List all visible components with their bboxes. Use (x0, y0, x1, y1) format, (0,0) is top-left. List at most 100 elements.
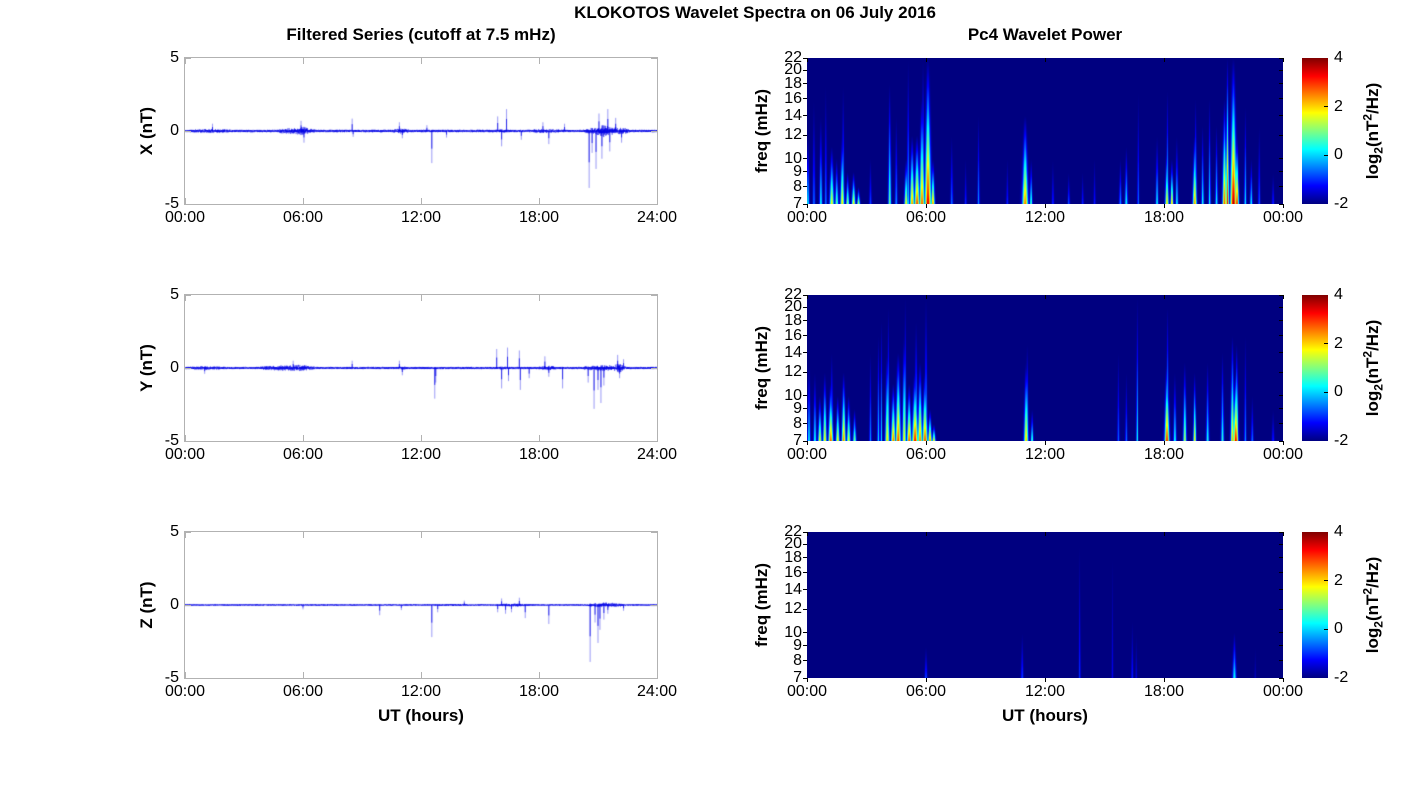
freq-tickmark (803, 531, 807, 533)
x-tick-label: 18:00 (1143, 446, 1185, 463)
timeseries-canvas-ts-y (185, 295, 657, 441)
colorbar-tick-label: -2 (1334, 669, 1349, 686)
freq-tickmark-right (1279, 408, 1283, 410)
freq-tickmark (803, 440, 807, 442)
x-tick-label: 12:00 (400, 683, 442, 700)
x-tickmark-top (1163, 295, 1165, 299)
colorbar-label-part: 2 (1360, 350, 1375, 358)
spectrogram-canvas-spec-z (807, 532, 1283, 678)
freq-axis-label-spec-y: freq (mHz) (752, 325, 771, 411)
freq-tickmark (803, 83, 807, 85)
x-tickmark-top (1282, 532, 1284, 536)
freq-tickmark-right (1279, 203, 1283, 205)
freq-tickmark-right (1279, 543, 1283, 545)
y-tickmark (185, 367, 191, 369)
freq-tick-label: 8 (793, 651, 802, 669)
x-tick-label: 00:00 (786, 209, 828, 226)
colorbar-tick-label: 2 (1334, 571, 1343, 589)
colorbar-tick-label: -2 (1334, 195, 1349, 212)
freq-tickmark-right (1279, 171, 1283, 173)
freq-tick-label: 14 (784, 580, 802, 598)
colorbar-label-part: 2 (1371, 621, 1386, 628)
freq-tickmark-right (1279, 371, 1283, 373)
colorbar-label-part: 2 (1360, 113, 1375, 121)
freq-tickmark (803, 608, 807, 610)
x-tick-label: 18:00 (518, 683, 560, 700)
x-tickmark (1282, 678, 1284, 682)
x-tickmark-top (925, 58, 927, 62)
freq-tickmark (803, 158, 807, 160)
x-tickmark (1163, 441, 1165, 445)
y-tickmark (651, 130, 657, 132)
x-tickmark (538, 435, 540, 441)
colorbar-tickmark (1324, 628, 1328, 630)
x-tickmark (184, 672, 186, 678)
freq-tick-label: 22 (784, 49, 802, 66)
freq-tick-label: 9 (793, 636, 802, 654)
freq-tickmark-right (1279, 645, 1283, 647)
right-column-title: Pc4 Wavelet Power (967, 25, 1123, 44)
freq-tickmark (803, 134, 807, 136)
freq-tickmark-right (1279, 69, 1283, 71)
x-tickmark (538, 532, 540, 538)
colorbar-label-part: 2 (1371, 147, 1386, 154)
x-tickmark-top (1282, 58, 1284, 62)
x-tick-label: 06:00 (905, 683, 947, 700)
freq-tick-label: 16 (784, 326, 802, 344)
colorbar-tick-label: 2 (1334, 97, 1343, 115)
x-tickmark (184, 435, 186, 441)
x-tickmark (184, 532, 186, 538)
freq-tick-label: 18 (784, 311, 802, 329)
freq-tickmark-right (1279, 306, 1283, 308)
colorbar-tick-label: 0 (1334, 383, 1343, 401)
colorbar-tick-label: 0 (1334, 620, 1343, 638)
x-tick-label: 18:00 (1143, 683, 1185, 700)
freq-tickmark (803, 395, 807, 397)
y-tickmark (185, 677, 191, 679)
freq-tickmark-right (1279, 115, 1283, 117)
x-tickmark (925, 441, 927, 445)
freq-tickmark (803, 572, 807, 574)
y-tickmark (185, 203, 191, 205)
colorbar-label-spec-y: log2(nT2/Hz) (1360, 320, 1385, 416)
x-tickmark (1282, 204, 1284, 208)
freq-tickmark (803, 423, 807, 425)
right-x-axis-label: UT (hours) (1002, 706, 1088, 725)
freq-tickmark (803, 543, 807, 545)
x-tick-label: 06:00 (905, 209, 947, 226)
x-tickmark-top (1044, 58, 1046, 62)
y-tickmark (185, 531, 191, 533)
spectrogram-canvas-spec-x (807, 58, 1283, 204)
colorbar-label-spec-x: log2(nT2/Hz) (1360, 83, 1385, 179)
x-tick-label: 12:00 (400, 446, 442, 463)
colorbar-label-part: log (1363, 627, 1383, 654)
x-tickmark (925, 678, 927, 682)
x-tickmark (656, 198, 658, 204)
spectrogram-canvas-spec-y (807, 295, 1283, 441)
y-tick-label: 5 (170, 286, 179, 303)
freq-tickmark-right (1279, 632, 1283, 634)
freq-tickmark (803, 57, 807, 59)
y-tick-label: -5 (164, 669, 179, 686)
x-tickmark (1044, 678, 1046, 682)
x-tickmark (184, 295, 186, 301)
x-tick-label: 24:00 (636, 446, 678, 463)
freq-tick-label: 20 (784, 61, 802, 79)
x-tickmark (925, 204, 927, 208)
freq-tick-label: 7 (793, 432, 802, 449)
y-tickmark (185, 604, 191, 606)
y-axis-label-ts-y: Y (nT) (137, 344, 156, 392)
freq-tickmark (803, 115, 807, 117)
x-tick-label: 12:00 (1024, 209, 1066, 226)
colorbar-tickmark (1324, 154, 1328, 156)
colorbar-label-part: log (1363, 153, 1383, 180)
freq-tickmark (803, 408, 807, 410)
freq-tick-label: 10 (784, 149, 802, 167)
x-tickmark-top (1163, 532, 1165, 536)
x-tickmark (538, 198, 540, 204)
y-tickmark (651, 604, 657, 606)
freq-tickmark (803, 557, 807, 559)
x-tick-label: 06:00 (282, 446, 324, 463)
colorbar-tick-label: 4 (1334, 49, 1343, 66)
x-tickmark (420, 295, 422, 301)
